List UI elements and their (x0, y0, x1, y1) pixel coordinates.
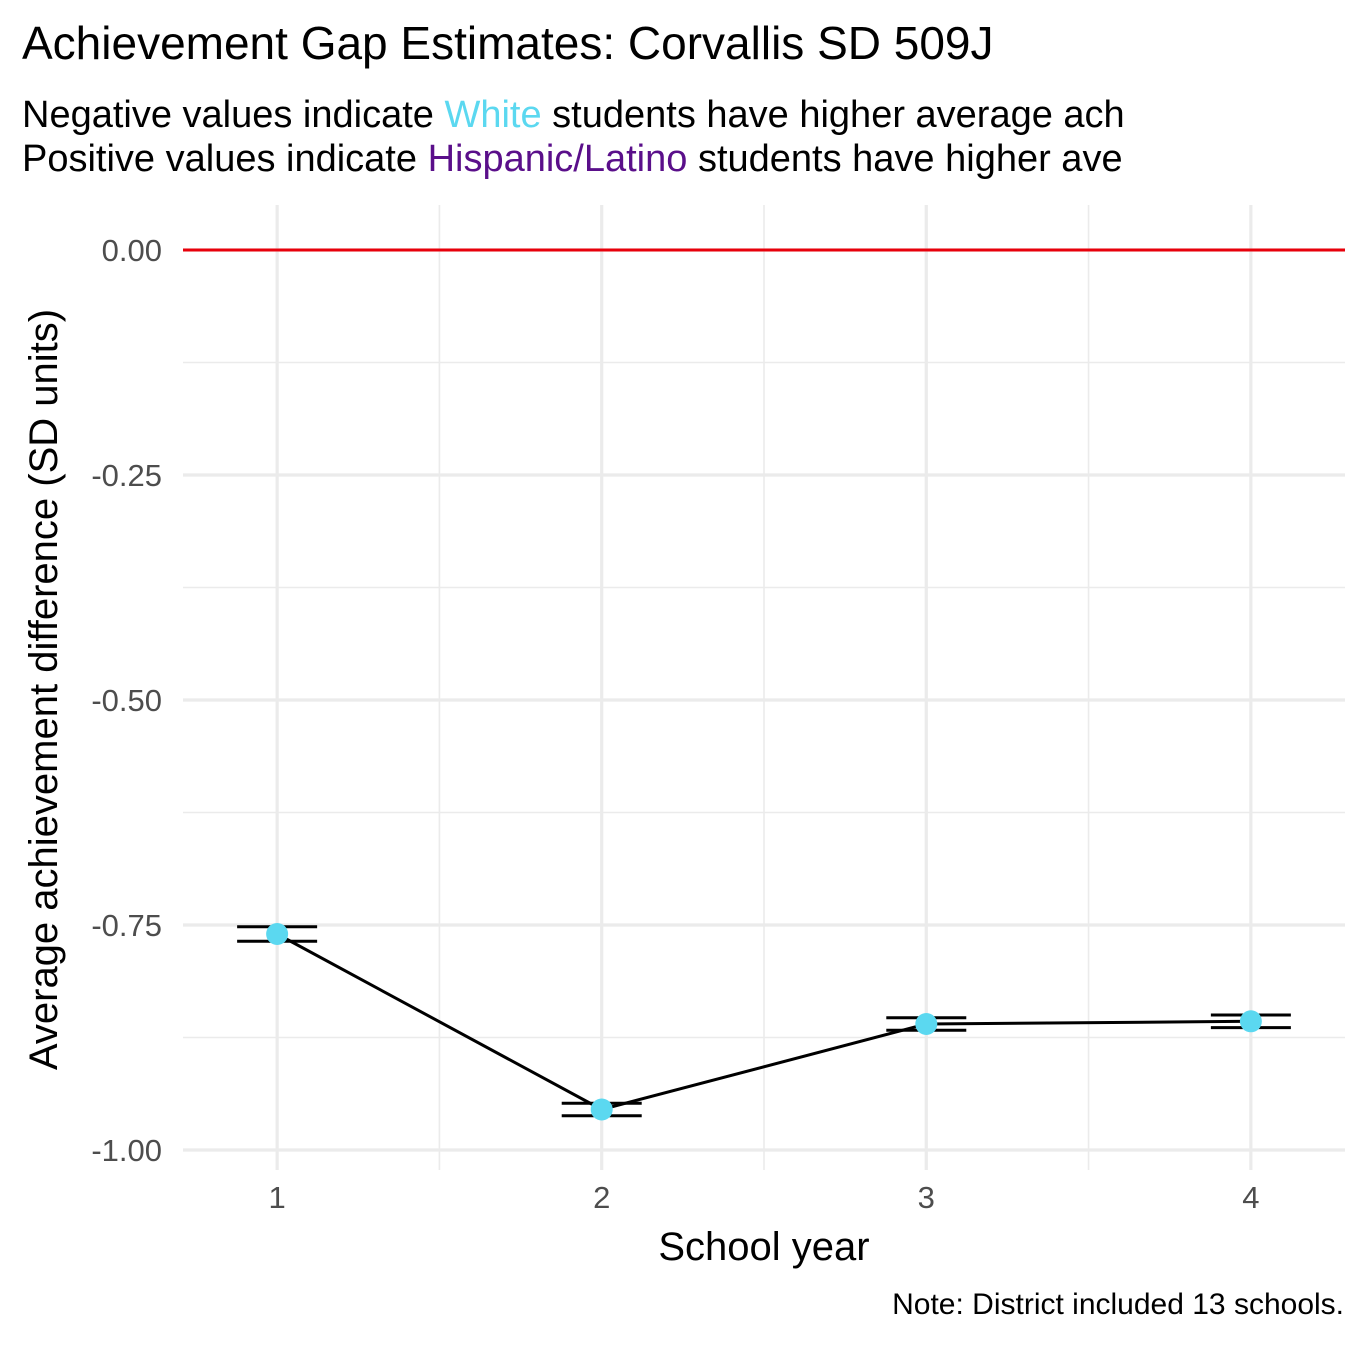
data-point (915, 1013, 938, 1035)
chart-subtitle-line-1: Negative values indicate White students … (22, 94, 1125, 137)
subtitle-white-group: White (444, 94, 542, 136)
subtitle-latino-group: Hispanic/Latino (427, 138, 688, 180)
x-tick-label: 4 (1242, 1180, 1259, 1215)
x-tick-label: 1 (269, 1180, 286, 1215)
series-line (276, 932, 1251, 1112)
subtitle-prefix: Negative values indicate (22, 94, 445, 136)
data-point (266, 923, 289, 945)
y-tick-label: -1.00 (91, 1133, 162, 1168)
x-tick-label: 3 (918, 1180, 935, 1215)
y-tick-label: -0.75 (91, 908, 162, 943)
subtitle-suffix: students have higher average ach (541, 94, 1125, 136)
chart-title: Achievement Gap Estimates: Corvallis SD … (22, 17, 994, 69)
x-tick-label: 2 (593, 1180, 610, 1215)
y-tick-label: -0.25 (91, 458, 162, 493)
subtitle-prefix: Positive values indicate (22, 138, 428, 180)
chart-caption: Note: District included 13 schools. (892, 1288, 1344, 1321)
data-point (1239, 1010, 1262, 1033)
x-axis-label: School year (658, 1225, 869, 1269)
y-tick-label: -0.50 (91, 683, 162, 718)
data-point (590, 1098, 613, 1121)
chart-subtitle-line-2: Positive values indicate Hispanic/Latino… (22, 138, 1123, 181)
y-tick-label: 0.00 (102, 233, 162, 268)
subtitle-suffix: students have higher ave (687, 138, 1123, 180)
y-axis-label: Average achievement difference (SD units… (22, 309, 66, 1070)
